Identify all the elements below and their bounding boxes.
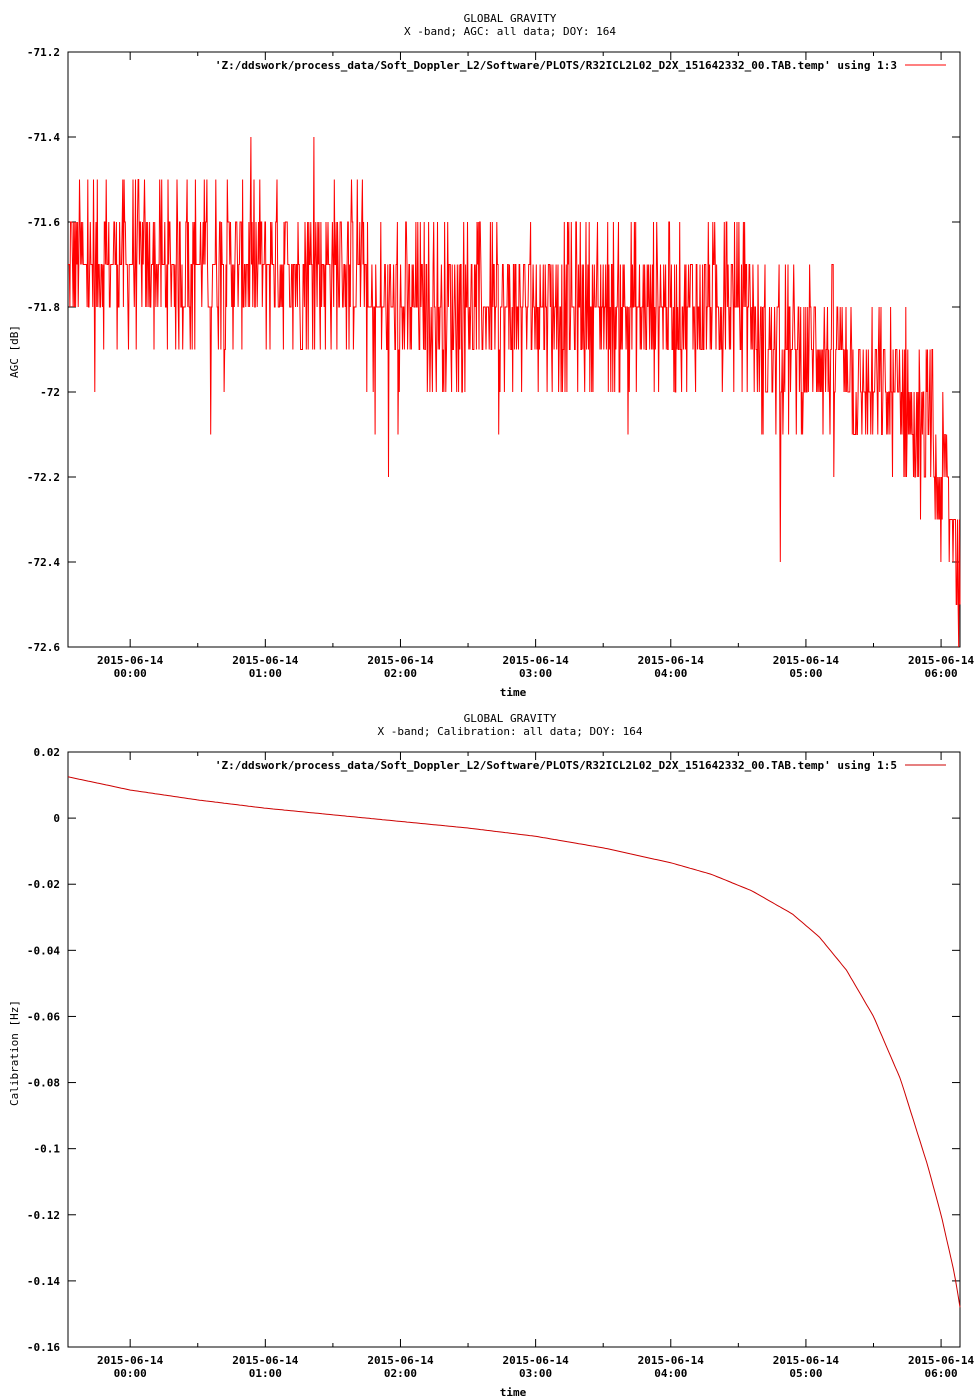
chart2-x-tick-time: 04:00: [654, 1367, 687, 1380]
chart1-x-tick-date: 2015-06-14: [638, 654, 705, 667]
chart2-y-tick-label: -0.06: [27, 1010, 60, 1023]
chart2-x-tick-date: 2015-06-14: [97, 1354, 164, 1367]
chart2-y-tick-label: 0.02: [34, 746, 61, 759]
chart2-x-tick-date: 2015-06-14: [232, 1354, 299, 1367]
chart1-ylabel: AGC [dB]: [8, 325, 21, 378]
chart1-x-tick-date: 2015-06-14: [908, 654, 975, 667]
chart1-y-tick-label: -72: [40, 386, 60, 399]
chart2-y-tick-label: -0.14: [27, 1275, 60, 1288]
chart1-x-tick-time: 06:00: [925, 667, 958, 680]
chart2-x-tick-date: 2015-06-14: [908, 1354, 975, 1367]
chart2-svg: 0.02 0 -0.02 -0.04 -0.06 -0.08 -0.1 -0.12 -0.14 -…: [27, 746, 975, 1380]
chart1-y-tick-label: -72.2: [27, 471, 60, 484]
chart1-x-tick-date: 2015-06-14: [97, 654, 164, 667]
chart1-y-tick-label: -71.6: [27, 216, 60, 229]
chart1-y-tick-label: -71.2: [27, 46, 60, 59]
chart2-x-tick-date: 2015-06-14: [773, 1354, 840, 1367]
chart2-xlabel: time: [499, 1386, 527, 1399]
chart1-x-tick-date: 2015-06-14: [773, 654, 840, 667]
chart1-x-tick-date: 2015-06-14: [503, 654, 570, 667]
chart2-x-tick-time: 06:00: [925, 1367, 958, 1380]
chart1-x-tick-time: 00:00: [114, 667, 147, 680]
chart2-x-tick-date: 2015-06-14: [503, 1354, 570, 1367]
chart2-subtitle: X -band; Calibration: all data; DOY: 164: [377, 725, 643, 738]
chart2-y-tick-label: 0: [53, 812, 60, 825]
chart2-ylabel: Calibration [Hz]: [8, 1000, 21, 1106]
chart2-y-tick-label: -0.02: [27, 878, 60, 891]
chart1-x-tick-time: 05:00: [789, 667, 822, 680]
chart2-y-tick-label: -0.12: [27, 1209, 60, 1222]
chart2-y-tick-label: -0.16: [27, 1341, 60, 1354]
chart1-x-tick-time: 04:00: [654, 667, 687, 680]
chart1-x-tick-time: 03:00: [519, 667, 552, 680]
chart1-plot-frame: [67, 51, 961, 648]
chart2-x-tick-date: 2015-06-14: [367, 1354, 434, 1367]
chart1-y-tick-label: -71.8: [27, 301, 60, 314]
chart1-y-tick-label: -72.6: [27, 641, 60, 654]
chart1-title: GLOBAL GRAVITY: [463, 12, 557, 25]
chart1-xlabel: time: [499, 686, 527, 699]
chart2-x-tick-time: 05:00: [789, 1367, 822, 1380]
chart2-x-tick-time: 00:00: [114, 1367, 147, 1380]
chart1-x-tick-time: 02:00: [384, 667, 417, 680]
chart1-x-tick-date: 2015-06-14: [367, 654, 434, 667]
chart1-y-tick-label: -72.4: [27, 556, 60, 569]
chart2-y-tick-label: -0.08: [27, 1077, 60, 1090]
chart1-svg: -71.2 -71.4 -71.6 -71.8 -72 -72.2 -72.4 -72.6 20…: [27, 46, 975, 680]
chart2-x-tick-date: 2015-06-14: [638, 1354, 705, 1367]
chart1-x-tick-time: 01:00: [249, 667, 282, 680]
chart2-plot-frame: [67, 751, 961, 1348]
chart1-series-line: [68, 136, 961, 648]
chart2-y-tick-label: -0.1: [34, 1143, 61, 1156]
chart2-x-tick-time: 01:00: [249, 1367, 282, 1380]
chart1-legend-label: 'Z:/ddswork/process_data/Soft_Doppler_L2…: [215, 59, 897, 72]
chart2-x-tick-time: 02:00: [384, 1367, 417, 1380]
chart2-y-tick-label: -0.04: [27, 944, 60, 957]
chart2-legend-label: 'Z:/ddswork/process_data/Soft_Doppler_L2…: [215, 759, 897, 772]
chart2-x-tick-time: 03:00: [519, 1367, 552, 1380]
chart1-x-tick-date: 2015-06-14: [232, 654, 299, 667]
chart1-subtitle: X -band; AGC: all data; DOY: 164: [404, 25, 616, 38]
chart2-title: GLOBAL GRAVITY: [463, 712, 557, 725]
chart2-series-line: [67, 776, 961, 1308]
chart1-y-tick-label: -71.4: [27, 131, 60, 144]
